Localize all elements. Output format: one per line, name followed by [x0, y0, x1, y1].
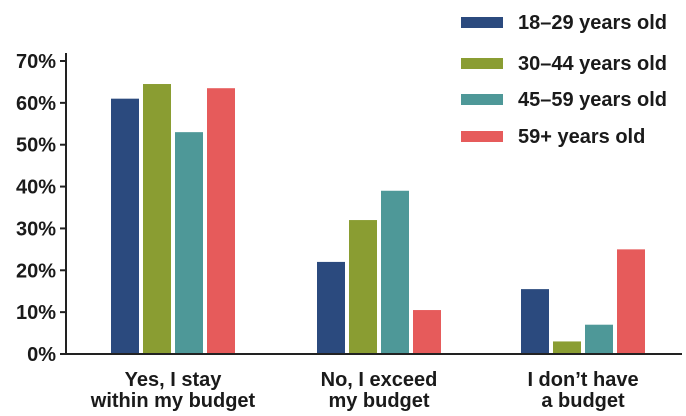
bar — [207, 88, 235, 354]
y-tick-label: 40% — [16, 177, 56, 199]
bar — [317, 261, 345, 354]
y-tick-label: 30% — [16, 218, 56, 240]
y-tick-label: 20% — [16, 260, 56, 282]
bar — [553, 341, 581, 354]
legend-swatch — [461, 58, 503, 69]
y-tick-label: 0% — [27, 344, 56, 366]
x-category-label: Yes, I stay — [125, 369, 223, 391]
legend: 18–29 years old 30–44 years old 45–59 year… — [461, 12, 667, 148]
legend-swatch — [461, 17, 503, 28]
bars — [111, 84, 645, 355]
legend-label: 30–44 years old — [518, 53, 667, 75]
bar — [349, 220, 377, 354]
y-axis: 0% 10% 20% 30% 40% 50% 60% 70% — [16, 51, 67, 366]
bar — [111, 98, 139, 355]
bar — [413, 310, 441, 354]
x-category-label: No, I exceed — [321, 369, 438, 391]
x-category-label: I don’t have — [527, 369, 638, 391]
bar — [175, 132, 203, 354]
bar — [143, 84, 171, 355]
y-tick-label: 10% — [16, 302, 56, 324]
y-tick-label: 70% — [16, 51, 56, 73]
legend-swatch — [461, 94, 503, 105]
bar — [381, 190, 409, 354]
legend-swatch — [461, 131, 503, 142]
x-category-label: my budget — [328, 390, 429, 411]
y-tick-label: 50% — [16, 135, 56, 157]
y-tick-label: 60% — [16, 93, 56, 115]
bar — [521, 289, 549, 354]
x-category-label: a budget — [541, 390, 625, 411]
x-category-label: within my budget — [90, 390, 256, 411]
legend-label: 18–29 years old — [518, 12, 667, 34]
legend-label: 59+ years old — [518, 126, 645, 148]
bar — [585, 324, 613, 354]
legend-label: 45–59 years old — [518, 89, 667, 111]
bar — [617, 249, 645, 354]
